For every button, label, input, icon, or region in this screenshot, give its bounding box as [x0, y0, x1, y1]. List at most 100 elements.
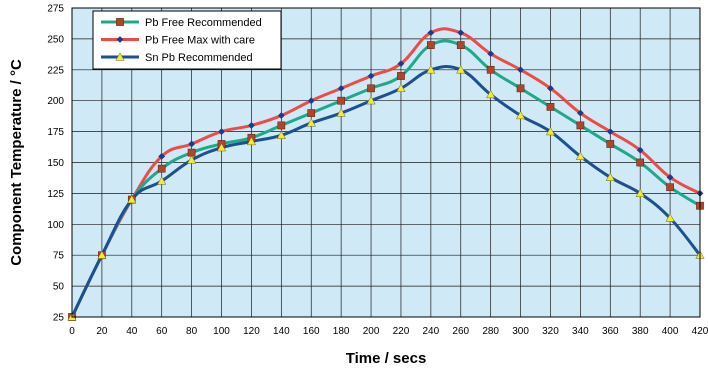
- data-point: [487, 50, 495, 58]
- data-point: [188, 140, 196, 148]
- data-point: [397, 60, 405, 68]
- data-point: [366, 95, 376, 105]
- data-point: [666, 173, 674, 181]
- x-tick-label: 180: [333, 326, 350, 337]
- data-point: [336, 108, 346, 117]
- x-tick-label: 0: [69, 326, 75, 337]
- legend-label: Pb Free Recommended: [145, 17, 262, 29]
- legend-marker: [116, 36, 124, 43]
- data-point: [605, 172, 615, 181]
- data-point: [277, 121, 286, 130]
- data-point: [427, 41, 435, 49]
- data-point: [665, 213, 675, 222]
- data-point: [606, 128, 614, 135]
- data-point: [515, 110, 526, 120]
- data-point: [218, 128, 225, 135]
- data-point: [545, 126, 556, 136]
- y-tick-label: 150: [47, 158, 64, 169]
- data-point: [636, 158, 645, 167]
- x-tick-label: 60: [156, 326, 168, 337]
- data-point: [157, 176, 167, 185]
- data-point: [516, 84, 525, 93]
- legend-marker: [116, 18, 124, 26]
- legend: Pb Free Recommended Pb Free Max with care…: [92, 10, 282, 70]
- data-point: [306, 118, 316, 127]
- y-tick-label: 275: [47, 4, 64, 15]
- data-point: [397, 72, 405, 80]
- data-point: [575, 151, 586, 160]
- data-point: [456, 65, 466, 74]
- x-axis-tick-labels: 0 20 40 60 80 100 120 140 160 180 200 220 240 260 280 3…: [69, 326, 708, 337]
- x-tick-label: 420: [692, 326, 708, 337]
- y-tick-label: 75: [53, 251, 65, 262]
- x-tick-label: 340: [572, 326, 589, 337]
- data-point: [396, 83, 406, 92]
- x-axis-title: Time / secs: [346, 350, 427, 367]
- data-point: [546, 103, 555, 111]
- x-tick-label: 140: [273, 326, 290, 337]
- data-point: [576, 121, 585, 130]
- data-point: [216, 142, 227, 152]
- x-tick-label: 400: [662, 326, 679, 337]
- x-tick-label: 240: [423, 326, 440, 337]
- x-tick-label: 220: [393, 326, 410, 337]
- data-point: [276, 130, 286, 139]
- x-tick-label: 20: [96, 326, 108, 337]
- series-line: [70, 65, 702, 318]
- data-point: [426, 65, 436, 74]
- data-point: [367, 72, 375, 80]
- x-tick-label: 320: [542, 326, 559, 337]
- data-point: [307, 109, 316, 117]
- data-point: [635, 188, 645, 198]
- data-point: [337, 84, 345, 92]
- data-point: [186, 155, 197, 164]
- y-tick-label: 50: [53, 282, 65, 293]
- data-point: [456, 41, 465, 49]
- legend-label: Sn Pb Recommended: [145, 52, 253, 64]
- data-point: [457, 29, 465, 37]
- data-point: [187, 148, 196, 157]
- data-point: [517, 66, 524, 74]
- legend-label: Pb Free Max with care: [145, 35, 255, 47]
- x-tick-label: 300: [512, 326, 529, 337]
- series-line: [70, 27, 701, 318]
- y-tick-label: 175: [47, 127, 64, 138]
- data-point: [606, 140, 615, 148]
- data-point: [157, 164, 166, 173]
- y-tick-label: 125: [47, 189, 64, 200]
- data-point: [636, 146, 644, 154]
- y-axis-tick-labels: 25 50 75 100 125 150 175 200 225 250 275: [47, 4, 64, 324]
- data-point: [277, 112, 285, 119]
- data-point: [337, 96, 345, 105]
- data-point: [307, 97, 315, 105]
- y-tick-label: 200: [47, 96, 64, 107]
- x-tick-label: 280: [482, 326, 499, 337]
- series-lines: [67, 27, 705, 321]
- data-point: [576, 109, 584, 117]
- data-point: [97, 250, 107, 259]
- x-tick-label: 160: [303, 326, 320, 337]
- x-tick-label: 100: [213, 326, 230, 337]
- y-tick-label: 100: [47, 220, 64, 231]
- x-tick-label: 80: [186, 326, 198, 337]
- plot-border: [71, 7, 701, 318]
- data-point: [666, 183, 674, 192]
- data-point: [486, 89, 496, 99]
- data-point: [158, 152, 166, 160]
- y-tick-label: 25: [53, 313, 65, 324]
- data-point: [127, 194, 137, 204]
- y-tick-label: 250: [47, 34, 64, 45]
- x-tick-label: 200: [363, 326, 380, 337]
- y-tick-label: 225: [47, 65, 64, 76]
- x-tick-label: 380: [632, 326, 649, 337]
- x-tick-label: 360: [602, 326, 619, 337]
- data-point: [547, 84, 554, 92]
- data-point: [246, 136, 257, 146]
- x-tick-label: 260: [452, 326, 469, 337]
- data-point: [427, 29, 435, 37]
- x-tick-label: 120: [243, 326, 260, 337]
- y-axis-title: Component Temperature / °C: [8, 59, 25, 266]
- data-point: [367, 84, 375, 93]
- series-line: [70, 39, 701, 318]
